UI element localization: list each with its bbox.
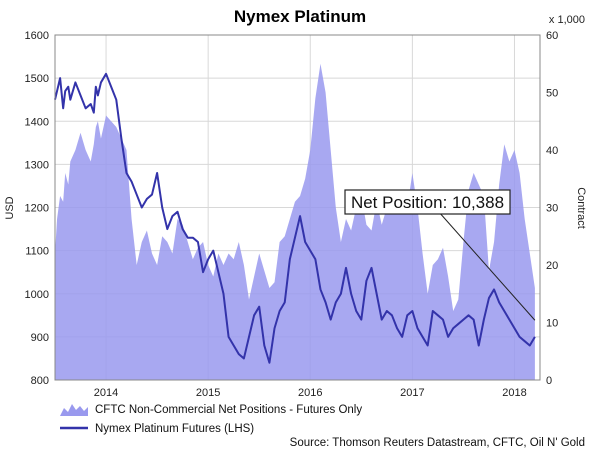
chart-title: Nymex Platinum	[234, 7, 366, 26]
legend-label-area: CFTC Non-Commercial Net Positions - Futu…	[95, 404, 362, 416]
area-series	[55, 63, 535, 380]
right-tick-label-1: 10	[546, 318, 558, 330]
right-tick-label-0: 0	[546, 375, 552, 387]
left-tick-label-1: 900	[31, 332, 49, 344]
left-tick-label-8: 1600	[25, 30, 49, 42]
left-tick-label-5: 1300	[25, 159, 49, 171]
left-axis-ticks: 800 900 1000 1100 1200 1300 1400 1500 1600	[25, 30, 49, 387]
legend-swatch-area	[60, 404, 88, 416]
left-tick-label-0: 800	[31, 375, 49, 387]
right-tick-label-3: 30	[546, 203, 558, 215]
right-tick-label-6: 60	[546, 30, 558, 42]
legend-label-line: Nymex Platinum Futures (LHS)	[95, 423, 254, 435]
left-tick-label-4: 1200	[25, 203, 49, 215]
callout-box	[344, 189, 511, 215]
left-axis-label: USD	[4, 196, 16, 219]
area-net-positions	[55, 63, 535, 380]
right-tick-label-5: 50	[546, 88, 558, 100]
left-tick-label-2: 1000	[25, 289, 49, 301]
left-tick-label-7: 1500	[25, 73, 49, 85]
right-tick-label-2: 20	[546, 260, 558, 272]
right-axis-unit: x 1,000	[549, 14, 585, 26]
line-series	[54, 72, 536, 364]
callout-pointer	[440, 213, 536, 321]
x-tick-label-4: 2018	[502, 387, 526, 399]
x-tick-label-3: 2017	[400, 387, 424, 399]
net-position-callout: Net Position: 10,388	[344, 189, 536, 321]
left-tick-label-6: 1400	[25, 116, 49, 128]
callout-text: Net Position: 10,388	[351, 193, 504, 212]
plot-frame	[54, 34, 541, 381]
right-axis-ticks: 0 10 20 30 40 50 60	[546, 30, 558, 387]
x-tick-label-2: 2016	[298, 387, 322, 399]
x-tick-label-1: 2015	[196, 387, 220, 399]
right-axis-label: Contract	[575, 187, 587, 229]
x-tick-label-0: 2014	[94, 387, 118, 399]
line-platinum-futures	[54, 72, 536, 364]
right-tick-label-4: 40	[546, 145, 558, 157]
source-note: Source: Thomson Reuters Datastream, CFTC…	[290, 437, 585, 449]
x-axis-ticks: 2014 2015 2016 2017 2018	[94, 387, 527, 399]
legend: CFTC Non-Commercial Net Positions - Futu…	[60, 404, 362, 435]
left-tick-label-3: 1100	[25, 246, 49, 258]
